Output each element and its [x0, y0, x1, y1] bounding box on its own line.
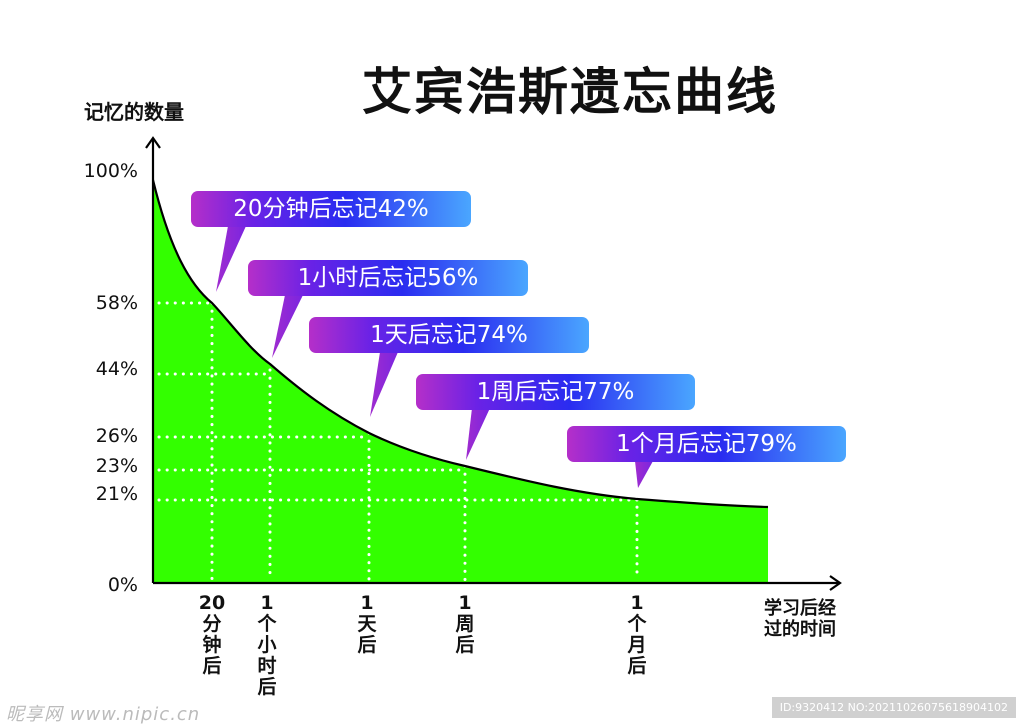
callout-1day: 1天后忘记74% — [309, 317, 589, 353]
callout-1hour: 1小时后忘记56% — [248, 260, 528, 296]
axes — [145, 136, 842, 591]
y-tick-44: 44% — [95, 358, 138, 380]
forgetting-curve — [151, 179, 769, 509]
retention-area — [153, 180, 768, 583]
y-tick-0: 0% — [107, 574, 138, 596]
x-tick-20min: 20 分 钟 后 — [198, 592, 226, 677]
x-tick-1month: 1 个 月 后 — [627, 592, 647, 677]
y-tick-21: 21% — [95, 483, 138, 505]
chart-title: 艾宾浩斯遗忘曲线 — [362, 63, 778, 121]
callout-1month: 1个月后忘记79% — [567, 426, 846, 462]
callout-tails — [216, 226, 653, 488]
watermark-id: ID:9320412 NO:20211026075618904102 — [771, 697, 1016, 718]
y-tick-23: 23% — [95, 455, 138, 477]
x-tick-1week: 1 周 后 — [455, 592, 475, 656]
y-tick-58: 58% — [95, 292, 138, 314]
callout-1week: 1周后忘记77% — [416, 374, 695, 410]
x-tick-1day: 1 天 后 — [357, 592, 377, 656]
callout-20min: 20分钟后忘记42% — [191, 191, 471, 227]
y-tick-26: 26% — [95, 425, 138, 447]
vertical-reference-lines — [210, 301, 639, 582]
watermark-logo: 昵享网 www.nipic.cn — [6, 704, 201, 725]
x-tick-1hour: 1 个 小 时 后 — [257, 592, 277, 698]
y-axis-title: 记忆的数量 — [84, 100, 184, 124]
horizontal-reference-lines — [157, 301, 639, 502]
y-tick-100: 100% — [83, 160, 138, 182]
x-axis-title: 学习后经 过的时间 — [764, 598, 836, 640]
